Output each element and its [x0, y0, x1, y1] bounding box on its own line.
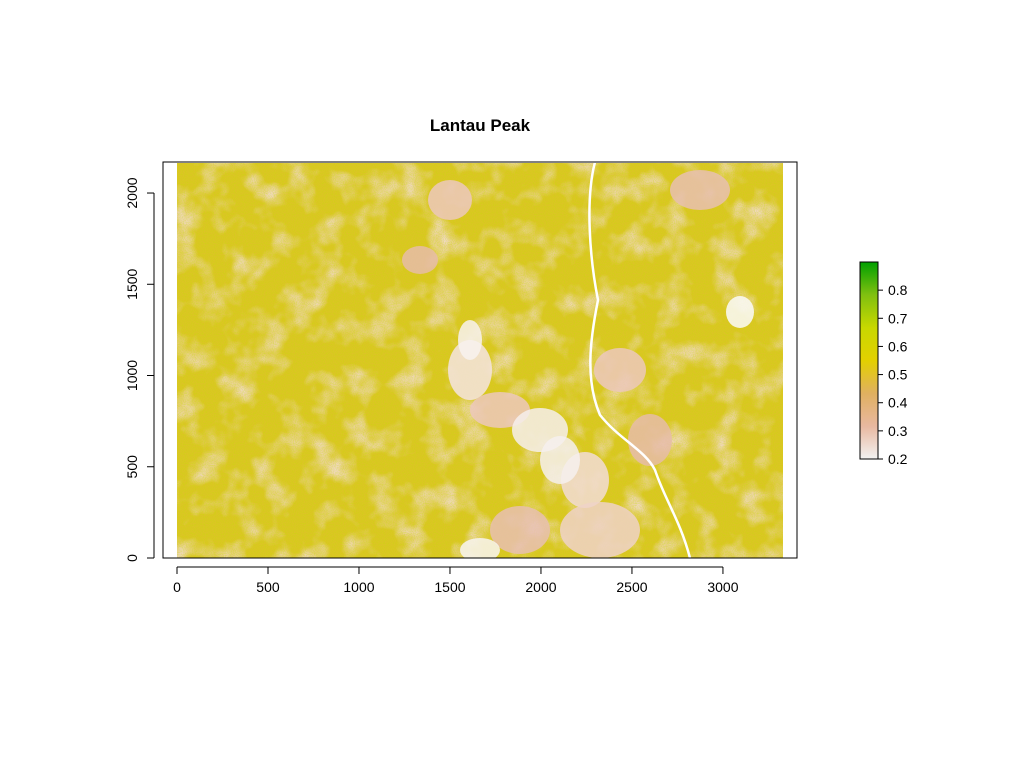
legend-tick-label: 0.8	[888, 282, 908, 298]
legend-tick-label: 0.6	[888, 338, 908, 354]
x-tick-label: 500	[256, 579, 280, 595]
legend-tick-label: 0.3	[888, 423, 908, 439]
y-axis: 0 500 1000 1500 2000	[124, 177, 155, 562]
y-tick-label: 2000	[124, 177, 140, 208]
x-tick-label: 3000	[707, 579, 738, 595]
legend-tick-label: 0.2	[888, 451, 908, 467]
color-legend: 0.2 0.3 0.4 0.5 0.6 0.7 0.8	[859, 261, 908, 467]
raster-image	[177, 163, 783, 558]
plot-frame	[162, 161, 798, 559]
y-tick-label: 1000	[124, 360, 140, 391]
x-tick-label: 1000	[343, 579, 374, 595]
legend-tick-label: 0.7	[888, 310, 908, 326]
chart-title: Lantau Peak	[430, 116, 531, 135]
x-tick-label: 2500	[616, 579, 647, 595]
legend-color-bar	[859, 261, 879, 460]
legend-tick-label: 0.5	[888, 367, 908, 383]
x-tick-label: 1500	[434, 579, 465, 595]
y-tick-label: 500	[124, 455, 140, 479]
x-axis: 0 500 1000 1500 2000 2500 3000	[173, 566, 739, 595]
legend-tick-label: 0.4	[888, 395, 908, 411]
y-tick-label: 1500	[124, 268, 140, 299]
x-tick-label: 0	[173, 579, 181, 595]
y-tick-label: 0	[124, 554, 140, 562]
x-tick-label: 2000	[525, 579, 556, 595]
